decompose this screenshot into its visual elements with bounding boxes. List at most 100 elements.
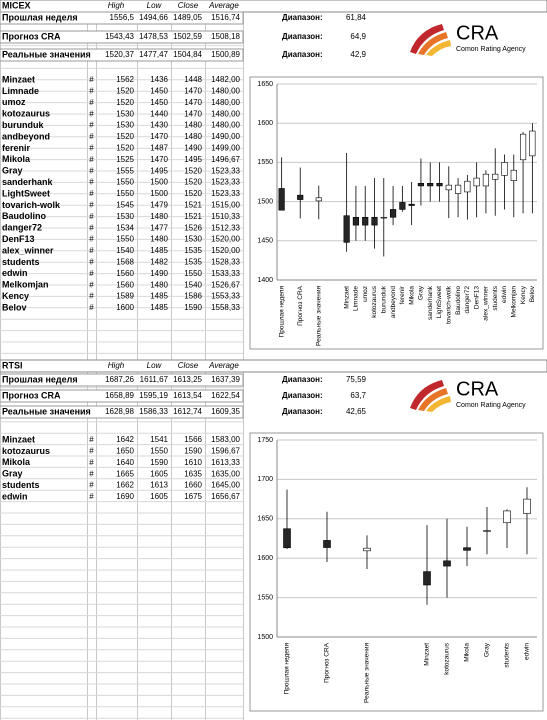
y-tick-label: 1400 bbox=[257, 277, 273, 284]
hash-cell: # bbox=[89, 435, 94, 444]
x-tick-label: Gray bbox=[484, 642, 491, 657]
candle-body bbox=[408, 203, 415, 206]
candle-body bbox=[483, 530, 491, 532]
logo-title: CRA bbox=[456, 22, 499, 44]
column-header: Average bbox=[208, 1, 239, 10]
candle-body bbox=[501, 162, 508, 176]
cell-value: 1635 bbox=[184, 469, 202, 478]
cell-value: 1480 bbox=[184, 132, 202, 141]
participant-name: Baudolino bbox=[2, 211, 46, 221]
participant-name: students bbox=[2, 257, 40, 267]
candle-body bbox=[427, 183, 434, 187]
x-tick-label: Mikola bbox=[464, 643, 471, 662]
x-tick-label: Прошлая неделя bbox=[278, 286, 285, 338]
cell-value: 1523,33 bbox=[211, 178, 240, 187]
y-tick-label: 1550 bbox=[257, 594, 273, 601]
header-row bbox=[0, 359, 547, 373]
candle-body bbox=[519, 133, 527, 161]
cell-value: 1555 bbox=[116, 166, 134, 175]
hash-cell: # bbox=[89, 98, 94, 107]
logo: CRA Comon Rating Agency bbox=[410, 22, 526, 56]
cell-value: 1480,00 bbox=[211, 98, 240, 107]
participant-name: kotozaurus bbox=[2, 109, 50, 119]
participant-name: sanderhank bbox=[2, 177, 54, 187]
cell-value: 1470 bbox=[184, 98, 202, 107]
x-tick-label: tovarich-wolk bbox=[446, 285, 453, 324]
cell-value: 1528,33 bbox=[211, 258, 240, 267]
x-tick-label: sanderhank bbox=[427, 285, 434, 320]
cell-value: 1568 bbox=[116, 258, 134, 267]
cell-value: 1535 bbox=[184, 246, 202, 255]
summary-row bbox=[0, 405, 244, 419]
cell-value: 1530 bbox=[116, 109, 134, 118]
cell-value: 1665 bbox=[116, 469, 134, 478]
hash-cell: # bbox=[89, 201, 94, 210]
participant-name: Minzaet bbox=[2, 434, 35, 444]
candle-body bbox=[399, 202, 406, 210]
hash-cell: # bbox=[89, 109, 94, 118]
x-tick-label: Gray bbox=[418, 285, 425, 300]
cell-value: 1640 bbox=[116, 458, 134, 467]
cell-value: 1520 bbox=[116, 87, 134, 96]
range-value: 75,59 bbox=[346, 375, 367, 384]
cell-value: 1500 bbox=[150, 178, 168, 187]
cell-value: 1583,00 bbox=[211, 435, 240, 444]
x-tick-label: kotozaurus bbox=[444, 642, 451, 675]
cell-value: 1611,67 bbox=[140, 375, 169, 384]
participant-name: LightSweet bbox=[2, 188, 50, 198]
x-tick-label: burunduk bbox=[381, 285, 388, 313]
y-tick-label: 1550 bbox=[257, 159, 273, 166]
cell-value: 1645,00 bbox=[211, 481, 240, 490]
cell-value: 1480 bbox=[150, 212, 168, 221]
candle-body bbox=[445, 184, 452, 191]
cell-value: 1495 bbox=[184, 155, 202, 164]
hash-cell: # bbox=[89, 246, 94, 255]
cell-value: 1566 bbox=[184, 435, 202, 444]
cell-value: 1545 bbox=[116, 201, 134, 210]
hash-cell: # bbox=[89, 258, 94, 267]
row-label: Прошлая неделя bbox=[2, 12, 78, 22]
participant-name: Limnade bbox=[2, 86, 39, 96]
cell-value: 1590 bbox=[150, 458, 168, 467]
cell-value: 1560 bbox=[116, 269, 134, 278]
cell-value: 1480,00 bbox=[211, 121, 240, 130]
cell-value: 1610 bbox=[184, 458, 202, 467]
participant-name: Gray bbox=[2, 469, 23, 479]
cell-value: 1675 bbox=[184, 492, 202, 501]
cell-value: 1534 bbox=[116, 223, 134, 232]
cell-value: 1490 bbox=[150, 269, 168, 278]
cell-value: 1660 bbox=[184, 481, 202, 490]
cell-value: 1635,00 bbox=[211, 469, 240, 478]
cell-value: 1605 bbox=[150, 492, 168, 501]
hash-cell: # bbox=[89, 280, 94, 289]
y-tick-label: 1650 bbox=[257, 516, 273, 523]
cell-value: 1520,00 bbox=[211, 235, 240, 244]
x-tick-label: Melkomjan bbox=[511, 286, 518, 318]
y-tick-label: 1600 bbox=[257, 555, 273, 562]
participant-name: DenF13 bbox=[2, 234, 35, 244]
candle-body bbox=[529, 130, 536, 157]
hash-cell: # bbox=[89, 132, 94, 141]
cell-value: 1502,59 bbox=[173, 32, 202, 41]
cell-value: 1490,00 bbox=[211, 132, 240, 141]
summary-row bbox=[0, 389, 244, 403]
row-label: Реальные значения bbox=[2, 406, 91, 416]
participant-name: tovarich-wolk bbox=[2, 200, 61, 210]
cell-value: 1541 bbox=[150, 435, 168, 444]
candle-body bbox=[297, 194, 304, 200]
column-header: Close bbox=[178, 1, 199, 10]
cell-value: 1520,37 bbox=[105, 50, 134, 59]
cell-value: 1533,33 bbox=[211, 269, 240, 278]
x-tick-label: Реальные значения bbox=[364, 643, 371, 703]
cell-value: 1495 bbox=[150, 166, 168, 175]
cell-value: 1560 bbox=[116, 280, 134, 289]
x-tick-label: DenF13 bbox=[473, 286, 480, 310]
participant-name: ferenir bbox=[2, 143, 31, 153]
cell-value: 1470 bbox=[150, 132, 168, 141]
hash-cell: # bbox=[89, 212, 94, 221]
candle-body bbox=[423, 571, 431, 586]
candle-body bbox=[315, 197, 322, 202]
cell-value: 1662 bbox=[116, 481, 134, 490]
candle-body bbox=[482, 173, 490, 187]
cell-value: 1520 bbox=[184, 178, 202, 187]
